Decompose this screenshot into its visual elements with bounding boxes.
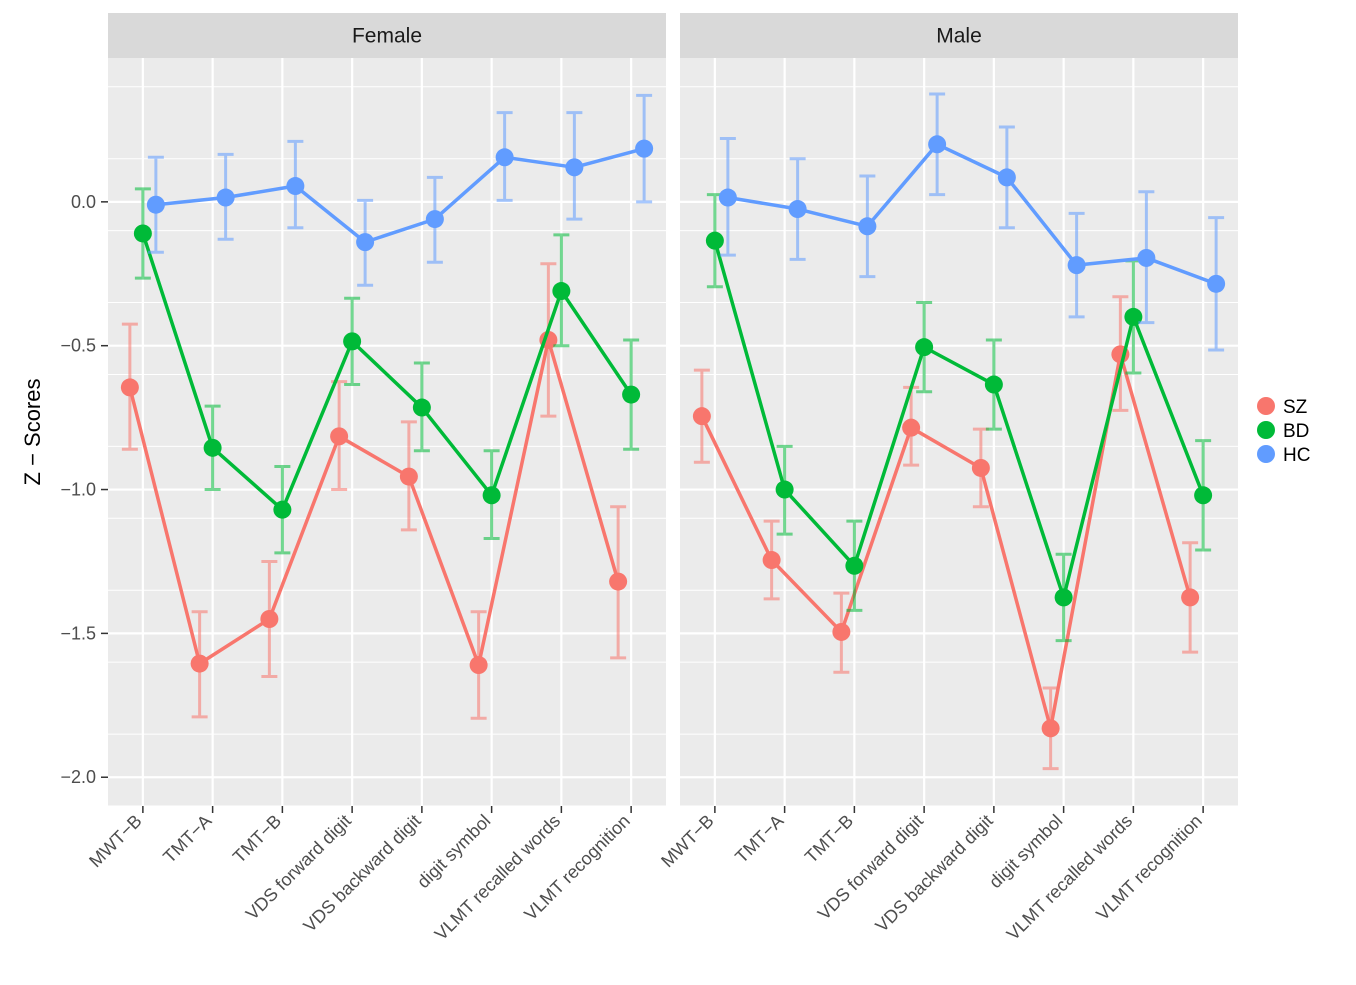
x-tick-label: VLMT recalled words bbox=[431, 811, 564, 944]
data-point bbox=[609, 572, 628, 591]
data-point bbox=[552, 282, 571, 301]
series-hc bbox=[718, 92, 1226, 352]
y-tick-label: −2.0 bbox=[60, 767, 96, 787]
data-point bbox=[133, 224, 152, 243]
data-point bbox=[286, 177, 305, 196]
legend-label: SZ bbox=[1283, 397, 1308, 418]
data-point bbox=[762, 551, 781, 570]
legend-item-bd: BD bbox=[1257, 421, 1309, 442]
series-line bbox=[713, 240, 1205, 600]
data-point bbox=[260, 610, 279, 628]
series-sz bbox=[692, 295, 1200, 771]
data-point bbox=[482, 486, 501, 505]
data-point bbox=[190, 654, 209, 673]
data-point bbox=[902, 418, 921, 437]
data-point bbox=[915, 338, 934, 357]
data-point bbox=[692, 407, 711, 426]
y-tick-label: 0.0 bbox=[71, 192, 96, 212]
x-tick-label: TMT−B bbox=[801, 811, 857, 867]
data-point bbox=[971, 458, 990, 477]
data-point bbox=[997, 168, 1016, 187]
legend-item-hc: HC bbox=[1257, 445, 1310, 466]
legend-item-sz: SZ bbox=[1257, 397, 1308, 418]
data-point bbox=[635, 139, 654, 158]
data-point bbox=[984, 375, 1003, 394]
data-point bbox=[356, 233, 375, 252]
data-point bbox=[788, 200, 807, 219]
y-axis: 0.0 −0.5 −1.0 −1.5 −2.0 bbox=[60, 192, 108, 787]
facet-strip bbox=[108, 13, 666, 58]
data-point bbox=[775, 480, 794, 499]
series-line bbox=[727, 142, 1217, 286]
x-tick-label: VDS backward digit bbox=[871, 811, 996, 936]
data-point bbox=[622, 385, 641, 404]
data-point bbox=[1207, 274, 1226, 293]
y-tick-label: −0.5 bbox=[60, 336, 96, 356]
data-point bbox=[120, 378, 139, 397]
legend-label: HC bbox=[1283, 445, 1310, 466]
series-sz bbox=[120, 262, 628, 720]
data-point bbox=[1124, 307, 1143, 326]
y-axis-title: Z − Scores bbox=[20, 379, 45, 486]
data-point bbox=[399, 467, 418, 486]
data-point bbox=[343, 332, 362, 351]
data-point bbox=[216, 188, 235, 207]
data-point bbox=[1067, 256, 1086, 275]
data-point bbox=[565, 158, 584, 177]
data-point bbox=[858, 217, 877, 236]
data-point bbox=[146, 195, 165, 214]
y-tick-label: −1.0 bbox=[60, 480, 96, 500]
series-line bbox=[128, 338, 620, 667]
x-tick-label: TMT−B bbox=[229, 811, 285, 867]
legend-key bbox=[1257, 421, 1275, 439]
y-tick-label: −1.5 bbox=[60, 623, 96, 643]
data-point bbox=[1041, 719, 1060, 738]
data-point bbox=[273, 500, 292, 519]
legend-key bbox=[1257, 397, 1275, 415]
data-point bbox=[203, 438, 222, 457]
data-point bbox=[718, 188, 737, 207]
data-point bbox=[832, 622, 851, 641]
panel-background bbox=[680, 58, 1238, 806]
data-point bbox=[1054, 588, 1073, 607]
series-hc bbox=[146, 93, 654, 287]
data-point bbox=[425, 210, 444, 229]
data-point bbox=[469, 656, 488, 675]
facet-title: Female bbox=[352, 25, 422, 48]
x-tick-label: MWT−B bbox=[85, 811, 145, 871]
data-point bbox=[412, 398, 431, 417]
legend-label: BD bbox=[1283, 421, 1309, 442]
facet-title: Male bbox=[936, 25, 982, 48]
data-point bbox=[928, 135, 947, 154]
data-point bbox=[705, 231, 724, 250]
series-bd bbox=[705, 193, 1213, 643]
data-point bbox=[495, 148, 514, 167]
x-tick-label: VLMT recalled words bbox=[1003, 811, 1136, 944]
x-tick-label: TMT−A bbox=[731, 811, 787, 867]
legend: SZ BD HC bbox=[1257, 397, 1310, 466]
data-point bbox=[1194, 486, 1213, 505]
series-line bbox=[155, 146, 645, 244]
data-point bbox=[1181, 588, 1200, 607]
data-point bbox=[845, 556, 864, 575]
legend-key bbox=[1257, 445, 1275, 463]
x-tick-label: MWT−B bbox=[657, 811, 717, 871]
facet-strip bbox=[680, 13, 1238, 58]
series-line bbox=[141, 232, 633, 512]
data-point bbox=[330, 427, 349, 446]
x-tick-label: VDS backward digit bbox=[299, 811, 424, 936]
x-tick-label: TMT−A bbox=[159, 811, 215, 867]
data-point bbox=[1137, 248, 1156, 267]
series-bd bbox=[133, 187, 641, 555]
